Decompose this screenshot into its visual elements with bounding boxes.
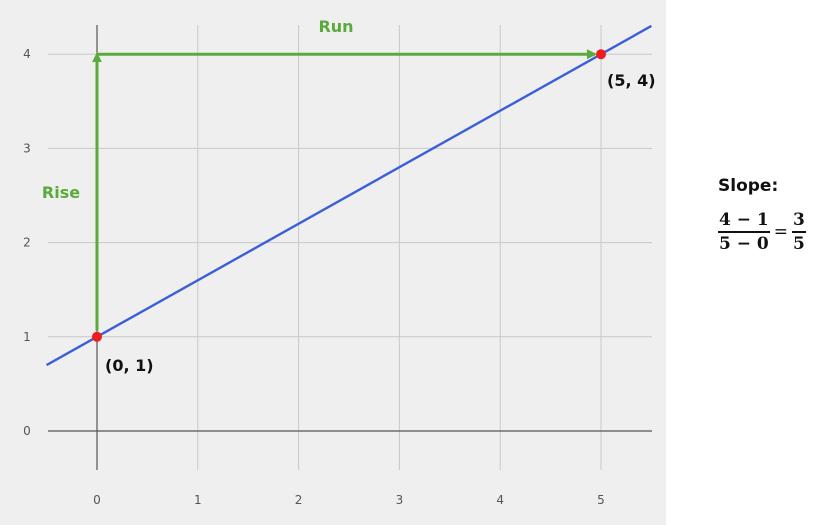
equals-sign: = bbox=[773, 222, 788, 242]
x-tick-label: 5 bbox=[597, 493, 605, 507]
run-label: Run bbox=[318, 17, 353, 36]
slope-result-numerator: 3 bbox=[793, 210, 805, 230]
slope-chart: 0 1 2 3 4 5 0 1 2 3 4 (0, 1) (5, 4) Rise Run bbox=[23, 17, 656, 507]
fraction-bar bbox=[792, 231, 806, 233]
point-label: (0, 1) bbox=[105, 356, 154, 375]
x-tick-label: 1 bbox=[194, 493, 202, 507]
slope-denominator: 5 − 0 bbox=[719, 234, 769, 254]
y-tick-label: 3 bbox=[23, 141, 31, 155]
point-label: (5, 4) bbox=[607, 71, 656, 90]
x-tick-label: 4 bbox=[496, 493, 504, 507]
rise-label: Rise bbox=[42, 183, 80, 202]
y-tick-label: 0 bbox=[23, 424, 31, 438]
slope-result-fraction: 3 5 bbox=[792, 210, 806, 254]
x-tick-label: 3 bbox=[396, 493, 404, 507]
y-tick-label: 2 bbox=[23, 236, 31, 250]
slope-title: Slope: bbox=[718, 176, 779, 196]
x-tick-label: 2 bbox=[295, 493, 303, 507]
slope-numerator: 4 − 1 bbox=[719, 210, 769, 230]
y-tick-label: 4 bbox=[23, 47, 31, 61]
data-point bbox=[596, 49, 606, 60]
data-point bbox=[92, 331, 102, 342]
slope-fraction: 4 − 1 5 − 0 bbox=[718, 210, 770, 254]
series-line bbox=[46, 24, 652, 367]
slope-panel: Slope: 4 − 1 5 − 0 = 3 5 bbox=[700, 176, 820, 254]
slope-result-denominator: 5 bbox=[793, 234, 805, 254]
slope-formula: 4 − 1 5 − 0 = 3 5 bbox=[718, 210, 820, 254]
x-tick-label: 0 bbox=[93, 493, 101, 507]
y-tick-label: 1 bbox=[23, 330, 31, 344]
fraction-bar bbox=[718, 231, 770, 233]
plot-area: 0 1 2 3 4 5 0 1 2 3 4 (0, 1) (5, 4) Rise Run bbox=[0, 0, 666, 525]
